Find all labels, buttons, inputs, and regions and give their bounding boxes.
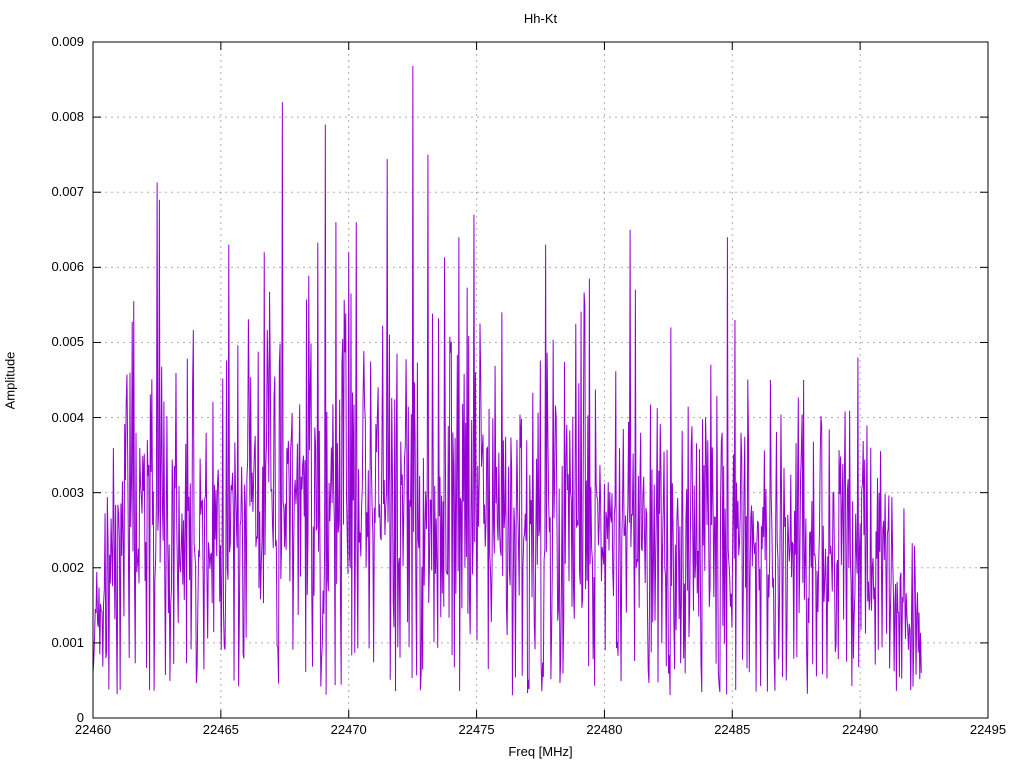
y-tick-label: 0.003	[51, 484, 84, 500]
x-tick-label: 22485	[714, 722, 751, 737]
y-tick-label: 0.009	[51, 34, 84, 49]
y-tick-label: 0.004	[51, 409, 84, 425]
x-tick-label: 22480	[586, 722, 623, 737]
x-tick-label: 22470	[330, 722, 367, 737]
plot-border	[92, 41, 989, 719]
y-tick-label: 0.002	[51, 559, 84, 575]
y-tick-label: 0.006	[51, 259, 84, 275]
y-tick-label: 0.005	[51, 334, 84, 350]
x-axis-label: Freq [MHz]	[508, 744, 573, 759]
y-tick-label: 0.007	[51, 184, 84, 200]
x-tick-label: 22495	[969, 722, 1007, 737]
x-tick-label: 22465	[202, 722, 239, 737]
y-tick-label: 0.008	[51, 109, 84, 125]
y-tick-label: 0	[76, 710, 84, 725]
x-tick-label: 22460	[74, 722, 112, 737]
x-tick-label: 22475	[458, 722, 495, 737]
chart-title: Hh-Kt	[523, 11, 558, 26]
y-tick-label: 0.001	[51, 634, 84, 650]
spectrum-trace	[92, 66, 922, 696]
x-tick-label: 22490	[842, 722, 879, 737]
